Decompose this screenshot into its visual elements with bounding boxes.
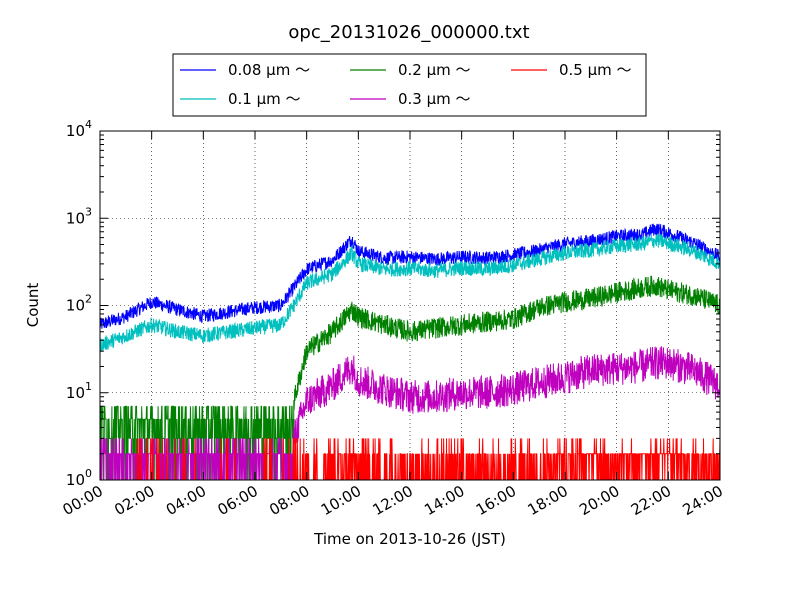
y-tick-label: 100: [66, 467, 92, 489]
legend-label: 0.1 μm ～: [228, 90, 301, 108]
series-line-0: [100, 223, 720, 329]
series-line-4: [100, 437, 720, 480]
legend-label: 0.5 μm ～: [559, 61, 632, 79]
legend-label: 0.2 μm ～: [398, 61, 471, 79]
series-line-3: [100, 346, 720, 480]
x-axis-title: Time on 2013-10-26 (JST): [313, 530, 506, 548]
legend-label: 0.08 μm ～: [228, 61, 310, 79]
series-line-1: [100, 233, 720, 353]
y-tick-label: 103: [66, 205, 92, 227]
series-group: [100, 223, 720, 480]
legend: 0.08 μm ～ 0.1 μm ～ 0.2 μm ～ 0.3 μm ～ 0.5 μm …: [172, 53, 647, 117]
legend-label: 0.3 μm ～: [398, 90, 471, 108]
y-tick-label: 104: [66, 118, 92, 140]
plot-area: [100, 131, 720, 480]
legend-box: [172, 53, 647, 117]
series-line-2: [100, 275, 720, 480]
y-tick-label: 101: [66, 380, 92, 402]
y-tick-label: 102: [66, 293, 92, 315]
chart-title: opc_20131026_000000.txt: [288, 22, 529, 43]
y-axis-title: Count: [24, 283, 42, 328]
